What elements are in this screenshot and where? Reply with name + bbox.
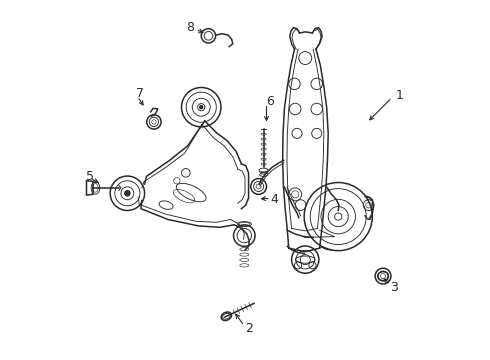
Text: 7: 7 xyxy=(136,87,144,100)
Text: 6: 6 xyxy=(266,95,274,108)
Text: 2: 2 xyxy=(245,322,253,335)
Text: 4: 4 xyxy=(270,193,278,206)
Text: 3: 3 xyxy=(390,281,398,294)
Text: 1: 1 xyxy=(395,89,403,102)
Circle shape xyxy=(200,106,203,109)
Text: 5: 5 xyxy=(87,170,95,183)
Text: 8: 8 xyxy=(186,21,194,34)
Circle shape xyxy=(125,191,130,196)
